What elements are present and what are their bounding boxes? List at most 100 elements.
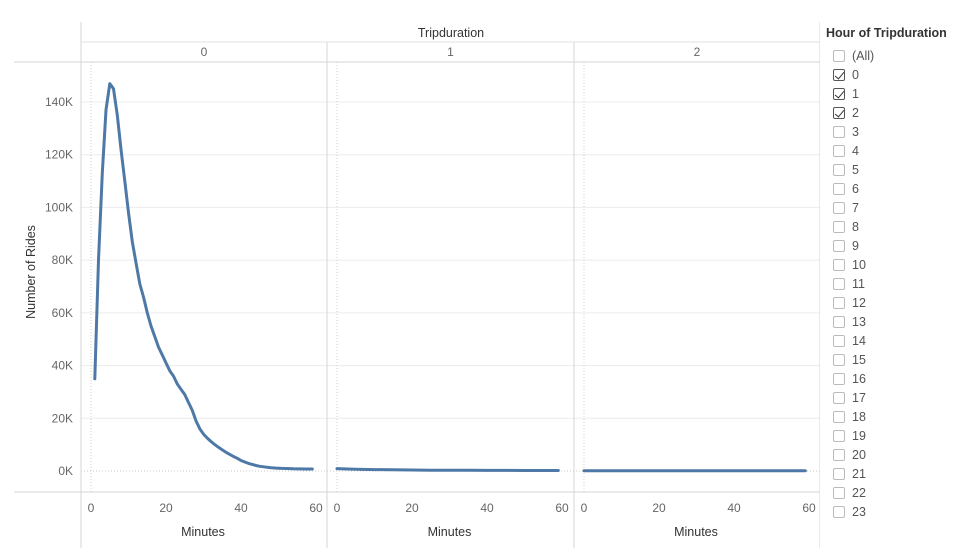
trip-duration-chart: Tripduration Number of Rides 0 1 2 0K 20K 40… [14, 22, 820, 548]
legend-item[interactable]: 18 [826, 407, 962, 426]
legend-item[interactable]: 21 [826, 464, 962, 483]
legend-item[interactable]: 10 [826, 255, 962, 274]
checkbox[interactable] [833, 315, 845, 328]
legend-item-label: 21 [852, 466, 866, 481]
checkbox[interactable] [833, 49, 845, 62]
legend-item[interactable]: 6 [826, 179, 962, 198]
legend-item-label: (All) [852, 48, 875, 63]
checkbox[interactable] [833, 410, 845, 423]
y-axis-title: Number of Rides [24, 225, 38, 319]
checkbox[interactable] [833, 448, 845, 461]
legend-item[interactable]: 2 [826, 103, 962, 122]
column-header-title: Tripduration [418, 26, 484, 40]
legend-item[interactable]: 0 [826, 65, 962, 84]
legend-item-label: 5 [852, 162, 859, 177]
x-tick-label: 40 [234, 501, 248, 515]
legend-item[interactable]: 19 [826, 426, 962, 445]
x-axis-title: Minutes [428, 525, 472, 539]
legend-item-label: 0 [852, 67, 859, 82]
legend-item-label: 14 [852, 333, 866, 348]
x-tick-label: 60 [555, 501, 569, 515]
x-tick-label: 0 [334, 501, 341, 515]
y-tick-label: 100K [45, 200, 73, 214]
checkbox[interactable] [833, 201, 845, 214]
legend-item[interactable]: 9 [826, 236, 962, 255]
legend-item[interactable]: 15 [826, 350, 962, 369]
x-tick-label: 60 [802, 501, 816, 515]
legend-item-label: 17 [852, 390, 866, 405]
legend-item[interactable]: 14 [826, 331, 962, 350]
x-axis-ticks: 0 20 40 60 0 20 40 60 0 20 40 60 [88, 501, 816, 515]
checkbox[interactable] [833, 239, 845, 252]
checkbox[interactable] [833, 87, 845, 100]
legend-item-label: 7 [852, 200, 859, 215]
y-tick-label: 80K [52, 253, 73, 267]
checkbox[interactable] [833, 353, 845, 366]
legend-title: Hour of Tripduration [826, 26, 947, 40]
legend-item[interactable]: 5 [826, 160, 962, 179]
legend-item-label: 12 [852, 295, 866, 310]
legend-item-label: 19 [852, 428, 866, 443]
y-tick-label: 0K [58, 464, 73, 478]
legend-item[interactable]: (All) [826, 46, 962, 65]
y-tick-label: 60K [52, 306, 73, 320]
legend-item[interactable]: 13 [826, 312, 962, 331]
legend-item[interactable]: 4 [826, 141, 962, 160]
legend-item-label: 9 [852, 238, 859, 253]
panel-header-0: 0 [201, 45, 208, 59]
x-tick-label: 20 [652, 501, 666, 515]
legend-item-label: 13 [852, 314, 866, 329]
checkbox[interactable] [833, 391, 845, 404]
hour-filter-legend: Hour of Tripduration (All) 0 1 2 3 4 5 6 7 8 9 10 11… [826, 26, 962, 521]
checkbox[interactable] [833, 296, 845, 309]
checkbox[interactable] [833, 467, 845, 480]
x-tick-label: 0 [88, 501, 95, 515]
checkbox[interactable] [833, 486, 845, 499]
legend-item[interactable]: 11 [826, 274, 962, 293]
legend-item-label: 3 [852, 124, 859, 139]
legend-item[interactable]: 22 [826, 483, 962, 502]
checkbox[interactable] [833, 125, 845, 138]
legend-item[interactable]: 7 [826, 198, 962, 217]
x-tick-label: 20 [159, 501, 173, 515]
checkbox[interactable] [833, 220, 845, 233]
checkbox[interactable] [833, 372, 845, 385]
checkbox[interactable] [833, 334, 845, 347]
legend-item[interactable]: 16 [826, 369, 962, 388]
checkbox[interactable] [833, 163, 845, 176]
legend-item-label: 18 [852, 409, 866, 424]
legend-item[interactable]: 3 [826, 122, 962, 141]
legend-item[interactable]: 17 [826, 388, 962, 407]
legend-item[interactable]: 8 [826, 217, 962, 236]
legend-item-label: 6 [852, 181, 859, 196]
legend-item-label: 15 [852, 352, 866, 367]
panel-header-1: 1 [447, 45, 454, 59]
legend-item-label: 10 [852, 257, 866, 272]
checkbox[interactable] [833, 258, 845, 271]
checkbox[interactable] [833, 505, 845, 518]
legend-item[interactable]: 20 [826, 445, 962, 464]
y-tick-label: 40K [52, 359, 73, 373]
legend-item-label: 22 [852, 485, 866, 500]
checkbox[interactable] [833, 68, 845, 81]
legend-item[interactable]: 23 [826, 502, 962, 521]
checkbox[interactable] [833, 277, 845, 290]
legend-item-label: 2 [852, 105, 859, 120]
x-tick-label: 40 [480, 501, 494, 515]
series-line-hour-1 [335, 467, 560, 472]
legend-item[interactable]: 1 [826, 84, 962, 103]
series-line-hour-0 [93, 82, 314, 471]
frame-layer [14, 22, 820, 548]
x-tick-label: 60 [309, 501, 323, 515]
legend-item[interactable]: 12 [826, 293, 962, 312]
panel-headers: 0 1 2 [201, 45, 701, 59]
legend-item-label: 4 [852, 143, 859, 158]
checkbox[interactable] [833, 106, 845, 119]
x-tick-label: 40 [727, 501, 741, 515]
x-axis-title: Minutes [674, 525, 718, 539]
x-axis-titles: Minutes Minutes Minutes [181, 525, 718, 539]
checkbox[interactable] [833, 429, 845, 442]
checkbox[interactable] [833, 182, 845, 195]
legend-item-label: 16 [852, 371, 866, 386]
checkbox[interactable] [833, 144, 845, 157]
